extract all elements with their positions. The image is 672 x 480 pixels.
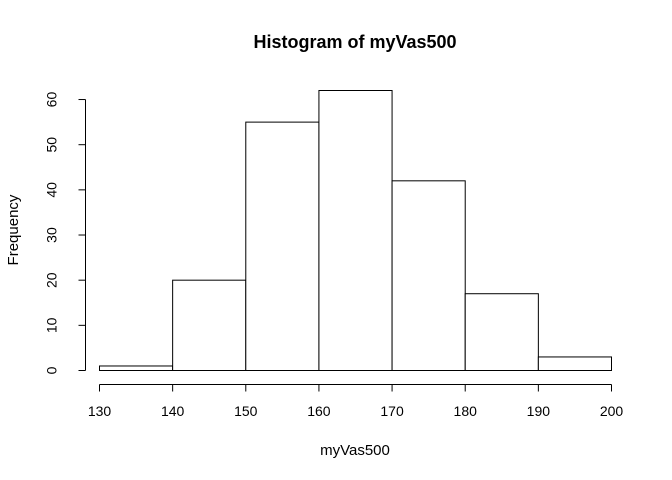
x-tick-label-180: 180: [454, 403, 478, 419]
histogram-bar-180-190: [464, 293, 539, 371]
x-axis: 130 140 150 160 170 180 190 200: [88, 384, 624, 419]
x-tick-label-150: 150: [234, 403, 258, 419]
x-tick-label-190: 190: [527, 403, 551, 419]
histogram-bar-160-170: [318, 90, 393, 371]
x-tick-label-140: 140: [161, 403, 185, 419]
y-tick-label-40: 40: [44, 182, 60, 198]
bars-group: [99, 90, 612, 372]
x-tick-label-170: 170: [380, 403, 404, 419]
x-tick-label-160: 160: [307, 403, 331, 419]
y-axis: 0 10 20 30 40 50 60: [44, 92, 86, 374]
histogram-bar-150-160: [245, 121, 320, 371]
y-tick-label-10: 10: [44, 317, 60, 333]
histogram-bar-190-200: [537, 356, 612, 371]
x-axis-label: myVas500: [320, 442, 390, 459]
y-tick-label-20: 20: [44, 272, 60, 288]
histogram-bar-140-150: [172, 279, 247, 372]
y-tick-label-0: 0: [44, 366, 60, 374]
y-tick-label-60: 60: [44, 92, 60, 108]
y-tick-label-50: 50: [44, 137, 60, 153]
y-axis-label: Frequency: [5, 194, 22, 265]
chart-title: Histogram of myVas500: [253, 32, 456, 52]
x-tick-label-130: 130: [88, 403, 112, 419]
y-tick-label-30: 30: [44, 227, 60, 243]
histogram-bar-170-180: [391, 180, 466, 371]
histogram-bar-130-140: [99, 365, 174, 371]
x-tick-label-200: 200: [600, 403, 624, 419]
